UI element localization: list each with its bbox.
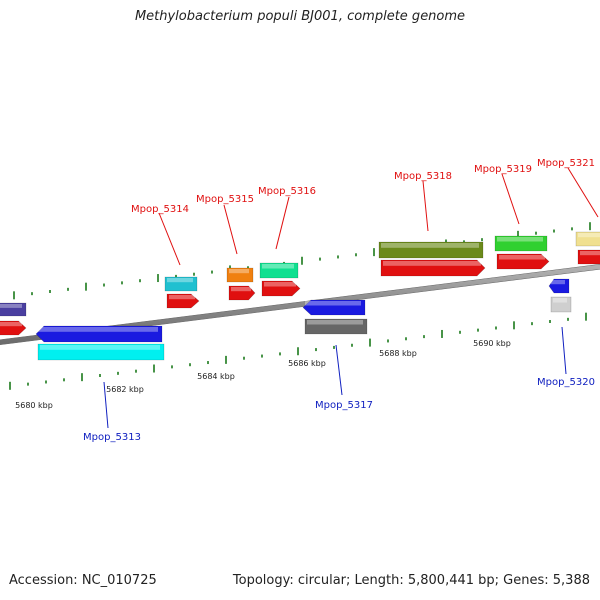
gene-block-highlight: [167, 278, 193, 283]
gene-block-highlight: [497, 237, 543, 242]
label-leader-line: [275, 196, 290, 250]
cds-block: [166, 293, 200, 309]
gene-block-highlight: [305, 301, 361, 306]
label-leader-line: [567, 167, 599, 218]
gene-block: [35, 325, 163, 343]
cds-block-highlight: [307, 320, 363, 325]
label-leader-line: [158, 212, 181, 266]
gene-block: [226, 267, 254, 283]
gene-label[interactable]: Mpop_5317: [315, 400, 373, 411]
gene-label[interactable]: Mpop_5315: [196, 194, 254, 205]
gene-block-highlight: [381, 243, 479, 248]
gene-block: [302, 299, 366, 316]
gene-block-highlight: [0, 304, 22, 308]
cds-block: [380, 259, 486, 277]
label-leader-line: [223, 204, 238, 255]
gene-block: [378, 241, 484, 259]
cds-block-highlight: [553, 298, 567, 303]
gene-block: [0, 302, 27, 317]
cds-block-highlight: [231, 287, 251, 292]
genome-summary: Topology: circular; Length: 5,800,441 bp…: [232, 573, 590, 588]
gene-block-highlight: [38, 327, 158, 332]
scale-label: 5686 kbp: [288, 359, 326, 368]
gene-block: [164, 276, 198, 292]
cds-block-highlight: [383, 261, 481, 266]
label-leader-line: [501, 173, 520, 225]
label-leader-line: [422, 180, 429, 232]
cds-block: [550, 296, 572, 313]
scale-label: 5688 kbp: [379, 349, 417, 358]
gene-block-highlight: [229, 269, 249, 274]
cds-block-highlight: [264, 282, 296, 287]
cds-block: [496, 253, 550, 270]
gene-label[interactable]: Mpop_5314: [131, 204, 189, 215]
accession-text: Accession: NC_010725: [9, 573, 157, 588]
cds-block: [577, 249, 600, 265]
gene-label[interactable]: Mpop_5316: [258, 186, 316, 197]
cds-block: [304, 318, 368, 335]
gene-block: [259, 262, 299, 279]
scale-label: 5680 kbp: [15, 401, 53, 410]
cds-block-highlight: [0, 322, 22, 327]
cds-block: [261, 280, 301, 297]
gene-label[interactable]: Mpop_5313: [83, 432, 141, 443]
gene-block-highlight: [551, 280, 565, 285]
gene-block-highlight: [578, 233, 600, 238]
map-title: Methylobacterium populi BJ001, complete …: [134, 9, 466, 24]
cds-block: [0, 320, 27, 336]
gene-label[interactable]: Mpop_5319: [474, 164, 532, 175]
gene-block: [548, 278, 570, 294]
label-leader-line: [103, 381, 109, 429]
cds-block-highlight: [40, 345, 160, 350]
gene-label[interactable]: Mpop_5321: [537, 158, 595, 169]
cds-block-highlight: [580, 251, 600, 256]
gene-block-highlight: [262, 264, 294, 269]
genome-backbone: [0, 264, 600, 345]
label-leader-line: [561, 326, 567, 375]
label-leader-line: [335, 344, 343, 396]
gene-block: [575, 231, 600, 247]
cds-block-highlight: [499, 255, 545, 260]
gene-label[interactable]: Mpop_5318: [394, 171, 452, 182]
scale-label: 5684 kbp: [197, 372, 235, 381]
gene-label[interactable]: Mpop_5320: [537, 377, 595, 388]
scale-label: 5682 kbp: [106, 385, 144, 394]
cds-block: [228, 285, 256, 301]
gene-block: [494, 235, 548, 252]
cds-block-highlight: [169, 295, 195, 300]
cds-block: [37, 343, 165, 361]
scale-label: 5690 kbp: [473, 339, 511, 348]
